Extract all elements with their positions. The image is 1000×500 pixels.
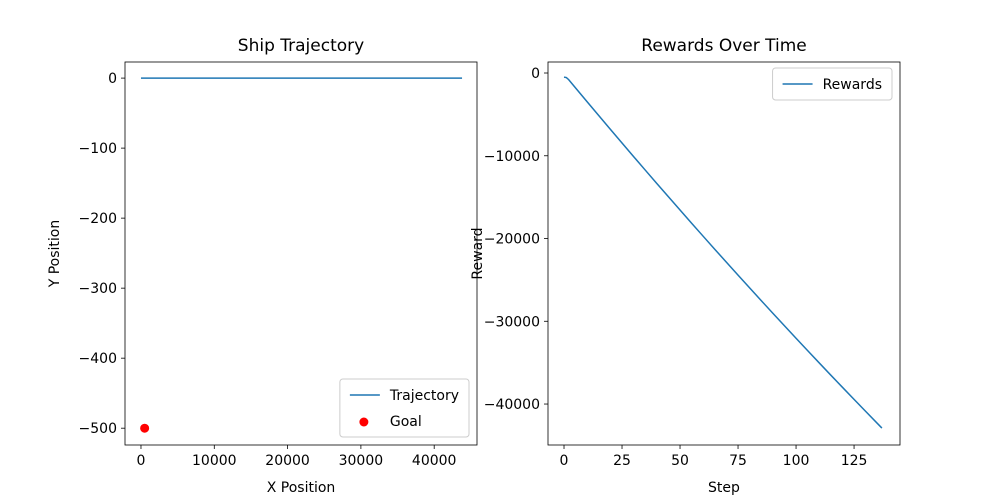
legend: Rewards [772, 67, 893, 101]
y-tick-label: −100 [79, 141, 117, 157]
y-tick-label: 0 [108, 71, 117, 87]
y-tick-label: −300 [79, 281, 117, 297]
x-tick-label: 20000 [265, 453, 310, 469]
x-tick-label: 125 [841, 453, 868, 469]
chart-title: Ship Trajectory [238, 36, 364, 56]
x-tick-label: 25 [613, 453, 631, 469]
legend-label: Goal [390, 414, 422, 430]
goal-point [140, 423, 150, 433]
data-line [563, 76, 883, 429]
y-tick-label: −400 [79, 351, 117, 367]
y-axis-label: Reward [470, 227, 486, 279]
y-tick-label: −20000 [484, 232, 540, 248]
y-tick-label: −30000 [484, 314, 540, 330]
y-tick-label: −10000 [484, 149, 540, 165]
subplot: Ship Trajectory X Position Y Position 0 1000… [47, 36, 478, 496]
legend-frame [772, 67, 893, 101]
x-tick-label: 0 [560, 453, 569, 469]
y-tick-label: −200 [79, 211, 117, 227]
x-tick-label: 0 [137, 453, 146, 469]
legend-frame [339, 378, 470, 438]
x-tick-label: 40000 [412, 453, 457, 469]
chart-title: Rewards Over Time [641, 36, 806, 56]
legend: Trajectory Goal [339, 378, 470, 438]
legend-label: Rewards [823, 77, 882, 93]
y-axis-label: Y Position [47, 220, 63, 289]
x-tick-label: 100 [783, 453, 810, 469]
y-tick-label: −500 [79, 421, 117, 437]
y-tick-label: −40000 [484, 397, 540, 413]
legend-marker [359, 417, 369, 427]
x-axis-label: Step [708, 480, 740, 496]
x-tick-label: 75 [729, 453, 747, 469]
axes-frame [124, 61, 478, 446]
x-tick-label: 10000 [192, 453, 237, 469]
x-tick-label: 30000 [339, 453, 384, 469]
x-axis-label: X Position [267, 480, 336, 496]
axes-frame [547, 61, 901, 446]
x-tick-label: 50 [671, 453, 689, 469]
subplot: Rewards Over Time Step Reward 0 25 50 75 100 125… [470, 36, 901, 496]
y-tick-label: 0 [531, 66, 540, 82]
legend-label: Trajectory [389, 388, 459, 404]
